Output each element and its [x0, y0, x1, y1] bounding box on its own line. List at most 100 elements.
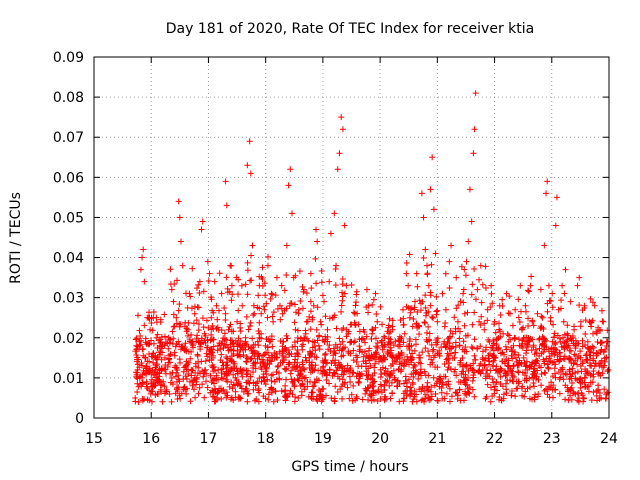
data-point: [497, 333, 504, 340]
data-point: [426, 330, 433, 337]
data-point: [439, 290, 446, 297]
data-point: [146, 351, 152, 358]
data-point: [323, 377, 330, 384]
data-point: [469, 386, 476, 393]
data-point: [368, 335, 375, 342]
data-point: [272, 292, 279, 299]
data-point: [522, 302, 529, 309]
y-tick-label: 0.09: [53, 50, 84, 66]
data-point: [234, 348, 241, 355]
data-point: [523, 375, 530, 382]
data-point: [406, 376, 413, 383]
data-point: [350, 369, 357, 376]
data-point: [289, 343, 296, 350]
data-point: [132, 398, 139, 405]
y-tick-label: 0.01: [53, 371, 84, 387]
data-point: [269, 313, 276, 320]
data-point: [444, 366, 451, 373]
data-point: [434, 318, 441, 325]
data-point: [321, 352, 328, 359]
data-point: [398, 349, 405, 356]
data-point: [343, 326, 350, 333]
data-point: [244, 398, 251, 405]
data-point: [248, 355, 255, 362]
data-point: [294, 368, 301, 375]
data-point: [333, 367, 340, 374]
data-point: [489, 375, 496, 382]
data-point: [238, 385, 245, 392]
data-point: [521, 334, 528, 341]
data-point: [489, 300, 496, 307]
data-point: [295, 351, 302, 358]
data-point: [173, 314, 180, 321]
data-point: [442, 320, 449, 327]
data-point: [316, 332, 323, 339]
data-point: [383, 370, 390, 377]
data-point: [322, 350, 329, 357]
data-point: [544, 391, 551, 398]
data-point: [512, 393, 519, 400]
data-point: [583, 356, 590, 363]
data-point: [243, 367, 250, 374]
data-point: [363, 304, 370, 311]
data-point: [425, 282, 432, 289]
data-point: [234, 381, 241, 388]
data-point: [243, 379, 250, 386]
data-point: [577, 363, 584, 370]
data-point: [515, 314, 522, 321]
data-point: [209, 387, 216, 394]
data-point: [572, 369, 579, 376]
data-point: [409, 323, 416, 330]
data-point: [346, 395, 353, 402]
data-point: [541, 369, 548, 376]
data-point: [560, 334, 567, 341]
data-point: [268, 378, 275, 385]
data-point: [209, 362, 216, 369]
data-point: [332, 282, 339, 289]
x-tick-label: 24: [600, 431, 618, 447]
data-point: [209, 393, 216, 400]
data-point: [195, 390, 202, 397]
data-point: [347, 379, 354, 386]
y-tick-label: 0.03: [53, 291, 84, 307]
data-point: [471, 336, 478, 343]
data-point: [302, 354, 309, 361]
data-point: [175, 376, 182, 383]
data-point: [535, 391, 542, 398]
data-point: [579, 307, 586, 314]
x-tick-label: 15: [85, 431, 103, 447]
y-axis-label: ROTI / TECUs: [8, 192, 24, 284]
data-point: [458, 263, 465, 270]
data-point: [143, 381, 150, 388]
data-point: [526, 364, 533, 371]
data-point: [446, 398, 453, 405]
data-point: [334, 344, 341, 351]
data-point: [321, 298, 328, 305]
data-point: [286, 360, 293, 367]
data-point: [262, 395, 269, 402]
data-point: [501, 360, 508, 367]
data-point: [182, 340, 189, 347]
data-point: [139, 254, 146, 261]
data-point: [292, 309, 299, 316]
data-point: [537, 286, 544, 293]
data-point: [407, 354, 414, 361]
data-point: [307, 326, 314, 333]
data-point: [270, 398, 277, 405]
data-point: [452, 339, 459, 346]
data-point: [365, 396, 372, 403]
data-point: [250, 312, 257, 319]
data-point: [152, 364, 159, 371]
data-point: [313, 226, 320, 233]
data-point: [205, 277, 212, 284]
data-point: [526, 395, 533, 402]
data-point: [201, 367, 208, 374]
data-point: [582, 341, 589, 348]
data-point: [503, 346, 510, 353]
data-point: [262, 292, 269, 299]
data-point: [203, 350, 210, 357]
data-point: [488, 290, 495, 297]
data-point: [524, 343, 531, 350]
data-point: [484, 306, 491, 313]
data-point: [567, 298, 574, 305]
